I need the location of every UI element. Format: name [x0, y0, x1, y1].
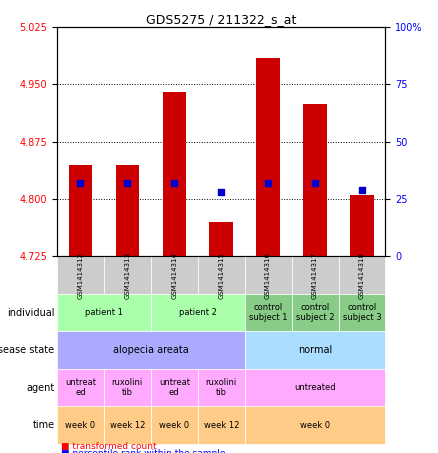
- FancyBboxPatch shape: [151, 256, 198, 294]
- Bar: [256, 58, 280, 256]
- Text: week 12: week 12: [110, 421, 145, 430]
- Point: [311, 179, 318, 187]
- Text: individual: individual: [7, 308, 55, 318]
- FancyBboxPatch shape: [245, 369, 385, 406]
- Text: week 0: week 0: [159, 421, 189, 430]
- Text: control
subject 1: control subject 1: [249, 303, 287, 323]
- Text: agent: agent: [26, 383, 55, 393]
- Bar: [350, 195, 374, 256]
- Point: [218, 188, 225, 196]
- Text: GSM1414318: GSM1414318: [359, 252, 365, 299]
- Text: normal: normal: [298, 345, 332, 355]
- FancyBboxPatch shape: [104, 406, 151, 444]
- Text: GSM1414316: GSM1414316: [265, 252, 271, 299]
- Point: [77, 179, 84, 187]
- Bar: [116, 165, 139, 256]
- Text: week 0: week 0: [300, 421, 330, 430]
- FancyBboxPatch shape: [57, 256, 104, 294]
- Bar: [69, 165, 92, 256]
- FancyBboxPatch shape: [57, 294, 151, 332]
- FancyBboxPatch shape: [245, 332, 385, 369]
- Text: week 12: week 12: [204, 421, 239, 430]
- Text: patient 2: patient 2: [179, 308, 217, 317]
- Point: [124, 179, 131, 187]
- FancyBboxPatch shape: [292, 256, 339, 294]
- FancyBboxPatch shape: [339, 294, 385, 332]
- FancyBboxPatch shape: [57, 332, 245, 369]
- Point: [358, 186, 365, 193]
- Title: GDS5275 / 211322_s_at: GDS5275 / 211322_s_at: [146, 13, 297, 26]
- FancyBboxPatch shape: [245, 406, 385, 444]
- FancyBboxPatch shape: [245, 256, 292, 294]
- FancyBboxPatch shape: [104, 256, 151, 294]
- Text: alopecia areata: alopecia areata: [113, 345, 189, 355]
- FancyBboxPatch shape: [57, 406, 104, 444]
- Text: week 0: week 0: [65, 421, 95, 430]
- FancyBboxPatch shape: [292, 294, 339, 332]
- Text: time: time: [32, 420, 55, 430]
- Text: untreat
ed: untreat ed: [159, 378, 190, 397]
- FancyBboxPatch shape: [57, 369, 104, 406]
- FancyBboxPatch shape: [339, 256, 385, 294]
- Bar: [209, 222, 233, 256]
- FancyBboxPatch shape: [198, 369, 245, 406]
- FancyBboxPatch shape: [198, 406, 245, 444]
- Text: ruxolini
tib: ruxolini tib: [112, 378, 143, 397]
- Text: GSM1414313: GSM1414313: [124, 252, 131, 299]
- Text: control
subject 2: control subject 2: [296, 303, 334, 323]
- FancyBboxPatch shape: [151, 294, 245, 332]
- Text: GSM1414317: GSM1414317: [312, 252, 318, 299]
- Text: control
subject 3: control subject 3: [343, 303, 381, 323]
- Text: ■ percentile rank within the sample: ■ percentile rank within the sample: [61, 448, 226, 453]
- Bar: [303, 104, 327, 256]
- Text: GSM1414312: GSM1414312: [78, 252, 83, 299]
- Text: disease state: disease state: [0, 345, 55, 355]
- FancyBboxPatch shape: [198, 256, 245, 294]
- Text: untreat
ed: untreat ed: [65, 378, 96, 397]
- Point: [265, 179, 272, 187]
- Text: ■ transformed count: ■ transformed count: [61, 442, 157, 451]
- Point: [171, 179, 178, 187]
- FancyBboxPatch shape: [151, 369, 198, 406]
- FancyBboxPatch shape: [104, 369, 151, 406]
- Bar: [162, 92, 186, 256]
- Text: untreated: untreated: [294, 383, 336, 392]
- Text: GSM1414314: GSM1414314: [171, 252, 177, 299]
- Text: patient 1: patient 1: [85, 308, 123, 317]
- Text: ruxolini
tib: ruxolini tib: [205, 378, 237, 397]
- Text: GSM1414315: GSM1414315: [218, 252, 224, 299]
- FancyBboxPatch shape: [151, 406, 198, 444]
- FancyBboxPatch shape: [245, 294, 292, 332]
